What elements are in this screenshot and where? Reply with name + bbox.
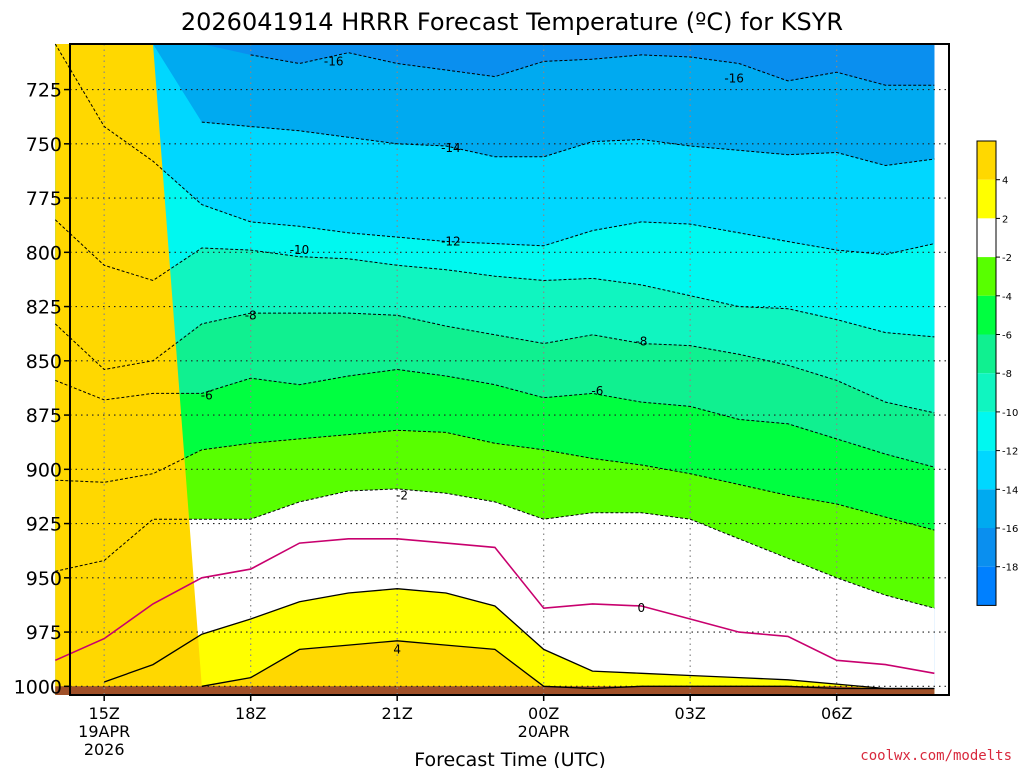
isotherm-lines [54,43,935,690]
y-tick-label-900: 900 [26,459,62,481]
y-tick-label-800: 800 [26,242,62,264]
credit-link[interactable]: coolwx.com/modelts [860,748,1012,764]
legend-label-5: -8 [1002,369,1012,380]
y-tick-label-925: 925 [26,514,62,536]
isotherm--4-0 [55,429,935,531]
temperature-band-11 [55,44,935,695]
legend-swatch-2 [977,218,996,258]
x-tick-label-24-1: 20APR [518,722,570,741]
legend-swatch-1 [977,179,996,219]
surface-ground-band [55,686,935,695]
isotherm--2-0 [55,488,935,609]
y-tick-label-825: 825 [26,297,62,319]
isotherm-label-5: -8 [245,308,257,322]
y-tick-label-750: 750 [26,134,62,156]
isotherm-label-0: -16 [324,54,344,68]
x-tick-label-27-0: 03Z [675,704,706,723]
legend-swatch-3 [977,257,996,296]
legend-label-2: -2 [1002,253,1012,264]
isotherm-4-0 [201,640,935,690]
isotherm-label-4: -10 [290,243,310,257]
legend-label-3: -4 [1002,292,1012,303]
isotherm-label-11: 4 [393,642,401,656]
legend-swatch-9 [977,489,996,528]
legend-label-6: -10 [1002,408,1018,419]
y-tick-label-775: 775 [26,188,62,210]
temperature-band-5 [55,219,935,413]
y-tick-label-725: 725 [26,80,62,102]
isotherm--16-0 [250,52,935,86]
chart-title: 2026041914 HRRR Forecast Temperature (ºC… [181,8,843,36]
legend-label-10: -18 [1002,563,1018,574]
plot-frame [69,43,950,696]
temperature-band-3 [55,44,935,255]
legend-swatch-5 [977,334,996,374]
isotherm--6-0 [55,368,935,468]
x-tick-label-24-0: 00Z [528,704,559,723]
isotherm-2-0 [103,588,935,690]
isotherm--10-0 [54,219,935,338]
y-tick-label-875: 875 [26,405,62,427]
x-tick-label-15-2: 2026 [84,740,125,759]
y-axis: 725 750 775 800 825 850 875 900 925 950 975 1000 [14,80,70,698]
isotherm-0-0 [54,538,935,675]
legend-swatch-10 [977,528,996,567]
y-tick-label-1000: 1000 [14,676,62,698]
legend-label-4: -6 [1002,331,1012,342]
legend-swatch-7 [977,411,996,451]
temperature-band-8 [55,430,935,609]
y-tick-label-975: 975 [26,622,62,644]
isotherm--12-0 [54,43,935,256]
temperature-fills [55,44,935,695]
legend-label-8: -14 [1002,485,1018,496]
legend-label-0: 4 [1002,176,1008,187]
legend-swatch-11 [977,566,996,606]
isotherm-label-1: -16 [724,72,744,86]
isotherm--8-0 [54,312,935,414]
y-tick-label-950: 950 [26,568,62,590]
legend-swatch-0 [977,141,996,180]
isotherm-label-7: -6 [201,389,213,403]
legend-label-1: 2 [1002,214,1008,225]
temperature-band-6 [55,313,935,468]
x-tick-label-30-0: 06Z [821,704,852,723]
x-tick-label-15-0: 15Z [89,704,120,723]
temperature-band-4 [55,44,935,337]
isotherm-label-3: -12 [441,234,461,248]
legend-swatch-6 [977,373,996,412]
legend-swatch-8 [977,450,996,490]
x-axis-label: Forecast Time (UTC) [414,749,605,768]
y-tick-label-850: 850 [26,351,62,373]
isotherm-label-6: -8 [635,334,647,348]
x-tick-label-18-0: 18Z [235,704,266,723]
isotherm-label-8: -6 [591,384,603,398]
x-tick-label-21-0: 21Z [382,704,413,723]
plot-area: -16 -16 -14 -12 -10 -8 -8 -6 -6 -2 0 4 [54,43,950,696]
isotherm-label-9: -2 [396,488,408,502]
temperature-band-7 [55,369,935,531]
temperature-band-9 [55,488,935,695]
isotherm--14-0 [201,121,935,167]
x-tick-label-15-1: 19APR [78,722,130,741]
isotherm-label-2: -14 [441,141,461,155]
color-legend: 4 2 -2 -4 -6 -8 -10 -12 -14 -16 -18 [976,140,1018,606]
legend-label-7: -12 [1002,447,1018,458]
isotherm-label-10: 0 [638,601,646,615]
legend-label-9: -16 [1002,524,1018,535]
isotherm-labels: -16 -16 -14 -12 -10 -8 -8 -6 -6 -2 0 4 [201,54,744,656]
legend-swatch-4 [977,295,996,335]
